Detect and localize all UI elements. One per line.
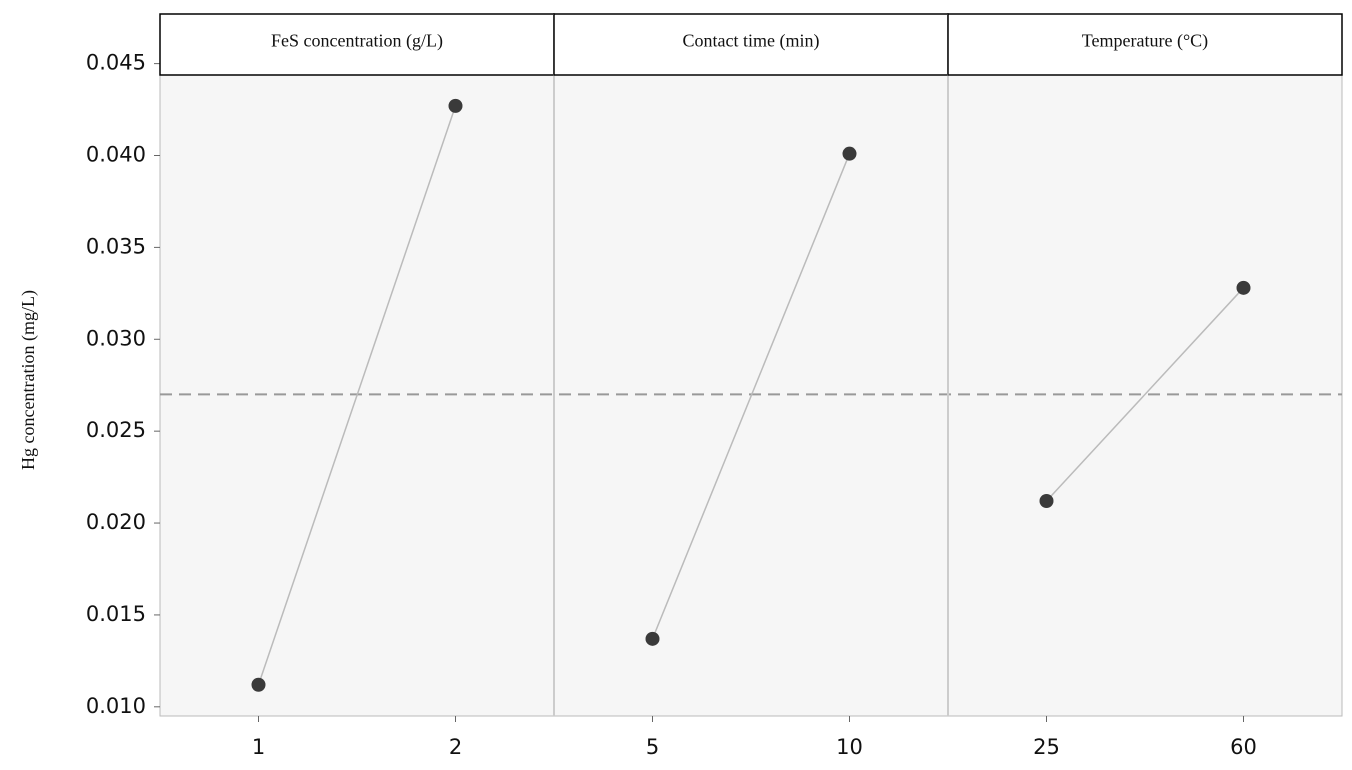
y-tick-label: 0.010 xyxy=(86,694,146,718)
effect-line xyxy=(651,153,851,640)
panel-header xyxy=(159,13,555,76)
x-tick-label: 25 xyxy=(1033,735,1060,759)
x-tick-label: 60 xyxy=(1230,735,1257,759)
x-tick-label: 10 xyxy=(836,735,863,759)
panel-title: Contact time (min) xyxy=(683,31,820,52)
panel-title: FeS concentration (g/L) xyxy=(271,31,443,52)
effect-point xyxy=(1236,280,1251,295)
effect-point xyxy=(842,146,857,161)
x-tick-label: 1 xyxy=(252,735,265,759)
y-tick-label: 0.030 xyxy=(86,326,146,350)
y-tick-label: 0.020 xyxy=(86,510,146,534)
panel-header xyxy=(553,13,949,76)
effect-line xyxy=(257,105,457,686)
panel-header xyxy=(947,13,1343,76)
y-axis-label: Hg concentration (mg/L) xyxy=(18,290,39,470)
plot-area xyxy=(159,13,1343,717)
y-tick-label: 0.015 xyxy=(86,602,146,626)
y-tick-label: 0.035 xyxy=(86,234,146,258)
effect-line xyxy=(1045,287,1245,502)
effect-point xyxy=(1039,493,1054,508)
x-tick-label: 2 xyxy=(449,735,462,759)
y-tick-label: 0.045 xyxy=(86,51,146,75)
y-tick-label: 0.040 xyxy=(86,143,146,167)
effect-point xyxy=(645,631,660,646)
panel-title: Temperature (°C) xyxy=(1082,31,1208,52)
effect-point xyxy=(448,98,463,113)
effect-point xyxy=(251,677,266,692)
x-tick-label: 5 xyxy=(646,735,659,759)
y-tick-label: 0.025 xyxy=(86,418,146,442)
